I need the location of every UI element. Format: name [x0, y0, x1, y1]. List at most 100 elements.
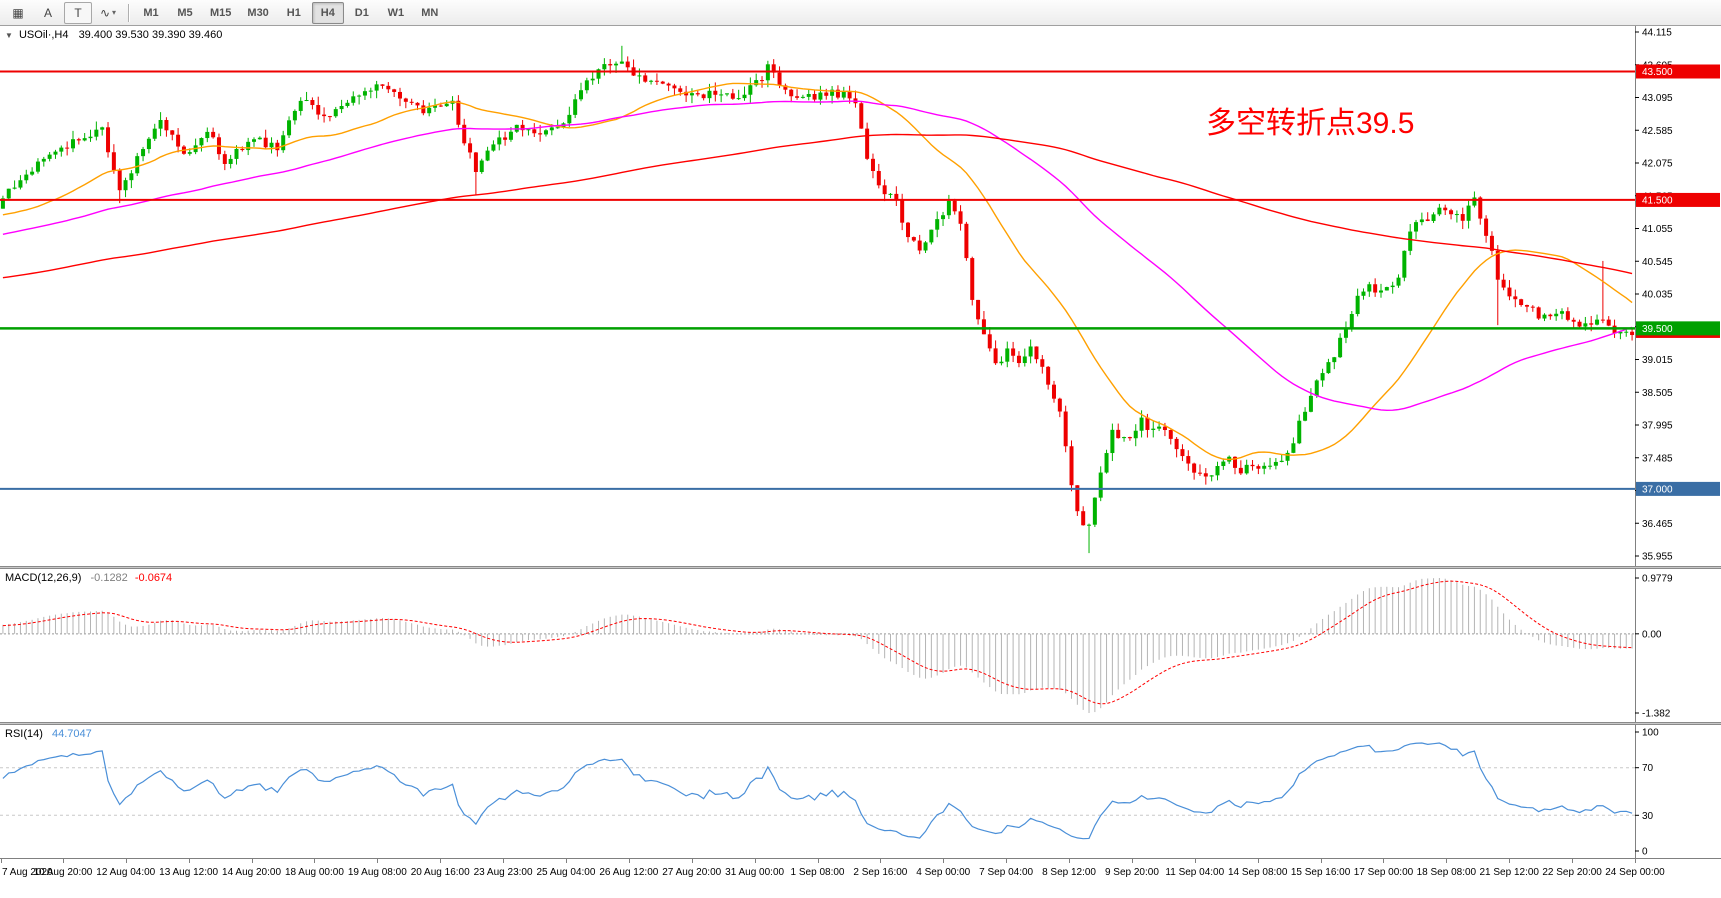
time-tick	[1320, 859, 1322, 863]
time-label: 13 Aug 12:00	[159, 867, 219, 878]
time-tick	[943, 859, 945, 863]
svg-text:41.500: 41.500	[1642, 195, 1673, 206]
toolbar-left-tools: ▦ A T ∿ ▾	[3, 1, 123, 24]
time-tick	[1257, 859, 1259, 863]
timeframe-w1[interactable]: W1	[387, 6, 405, 19]
svg-text:100: 100	[1642, 728, 1659, 739]
rsi-axis[interactable]: 100 70 30 0	[1635, 725, 1659, 858]
time-tick	[188, 859, 190, 863]
svg-text:36.465: 36.465	[1642, 519, 1673, 530]
svg-text:41.055: 41.055	[1642, 224, 1673, 235]
svg-text:42.075: 42.075	[1642, 159, 1673, 170]
time-tick	[754, 859, 756, 863]
time-tick	[251, 859, 253, 863]
time-tick	[314, 859, 316, 863]
indicators-menu-icon[interactable]: ∿ ▾	[99, 5, 117, 20]
price-chart-canvas[interactable]: 44.11543.60543.09542.58542.07541.56541.0…	[0, 26, 1721, 566]
toolbar: ▦ A T ∿ ▾ M1 M5 M15 M30 H1 H4 D1 W1 MN	[0, 0, 1721, 26]
svg-text:37.995: 37.995	[1642, 421, 1673, 432]
toolbar-separator	[128, 3, 129, 22]
candles	[0, 45, 1635, 554]
time-label: 23 Aug 23:00	[473, 867, 533, 878]
macd-panel[interactable]: MACD(12,26,9) -0.1282 -0.0674 0.9779 0.00…	[0, 569, 1721, 722]
ma-slow-line[interactable]	[2, 133, 1633, 279]
timeframe-m30[interactable]: M30	[247, 6, 269, 19]
time-tick	[1572, 859, 1574, 863]
text-annotation-tool[interactable]: A	[43, 5, 52, 20]
timeframe-m1[interactable]: M1	[143, 6, 159, 19]
horizontal-line-41.500[interactable]: 41.500	[0, 192, 1720, 207]
time-tick	[503, 859, 505, 863]
ma-fast-line[interactable]	[2, 82, 1633, 461]
timeframe-m5[interactable]: M5	[177, 6, 193, 19]
svg-text:0: 0	[1642, 847, 1648, 858]
svg-text:42.585: 42.585	[1642, 126, 1673, 137]
time-label: 21 Sep 12:00	[1479, 867, 1539, 878]
horizontal-line-43.500[interactable]: 43.500	[0, 64, 1720, 79]
svg-text:0.00: 0.00	[1642, 629, 1662, 640]
timeframe-mn[interactable]: MN	[421, 6, 439, 19]
macd-histogram	[2, 578, 1633, 713]
timeframe-h1[interactable]: H1	[286, 6, 301, 19]
main-chart-panel[interactable]: ▼ USOil·,H4 39.400 39.530 39.390 39.460 …	[0, 26, 1721, 566]
macd-axis[interactable]: 0.9779 0.00 -1.382	[1635, 569, 1673, 722]
time-axis[interactable]: 7 Aug 2020 10 Aug 20:00 12 Aug 04:00 13 Aug…	[0, 858, 1721, 898]
svg-text:0.9779: 0.9779	[1642, 574, 1673, 585]
time-label: 7 Aug 2020	[2, 867, 53, 878]
time-label: 9 Sep 20:00	[1104, 867, 1159, 878]
time-tick	[565, 859, 567, 863]
svg-text:-1.382: -1.382	[1642, 709, 1671, 720]
svg-text:39.015: 39.015	[1642, 355, 1673, 366]
time-label: 2 Sep 16:00	[853, 867, 908, 878]
timeframe-m15[interactable]: M15	[210, 6, 232, 19]
time-label: 19 Aug 08:00	[347, 867, 407, 878]
time-label: 22 Sep 20:00	[1542, 867, 1602, 878]
ma-medium-line[interactable]	[2, 100, 1633, 412]
time-tick	[1635, 859, 1636, 863]
time-label: 20 Aug 16:00	[410, 867, 470, 878]
time-tick	[1006, 859, 1008, 863]
time-label: 10 Aug 20:00	[33, 867, 93, 878]
horizontal-line-37.000[interactable]: 37.000	[0, 481, 1720, 496]
time-label: 15 Sep 16:00	[1290, 867, 1351, 878]
time-label: 27 Aug 20:00	[662, 867, 722, 878]
timeframe-d1[interactable]: D1	[354, 6, 369, 19]
panel-divider[interactable]	[0, 566, 1721, 569]
time-label: 18 Sep 08:00	[1416, 867, 1477, 878]
timeframe-toolbar: M1 M5 M15 M30 H1 H4 D1 W1 MN	[134, 1, 447, 24]
time-label: 8 Sep 12:00	[1042, 867, 1096, 878]
svg-text:39.500: 39.500	[1642, 324, 1673, 335]
time-label: 4 Sep 00:00	[916, 867, 971, 878]
time-tick	[1446, 859, 1448, 863]
time-label: 25 Aug 04:00	[536, 867, 596, 878]
time-label: 18 Aug 00:00	[284, 867, 344, 878]
time-tick	[880, 859, 882, 863]
rsi-panel[interactable]: RSI(14) 44.7047 100 70 30 0	[0, 725, 1721, 858]
annotation-text[interactable]: 多空转折点39.5	[1206, 107, 1415, 140]
text-box-tool[interactable]: T	[64, 1, 92, 24]
svg-text:40.545: 40.545	[1642, 257, 1673, 268]
collapse-chart-icon[interactable]: ▼	[5, 31, 13, 40]
svg-text:35.955: 35.955	[1642, 552, 1673, 563]
time-label: 24 Sep 00:00	[1605, 867, 1665, 878]
time-tick	[1, 859, 2, 863]
time-tick	[125, 859, 127, 863]
time-label: 14 Sep 08:00	[1227, 867, 1288, 878]
time-tick	[1194, 859, 1196, 863]
time-label: 26 Aug 12:00	[599, 867, 659, 878]
time-tick	[817, 859, 819, 863]
svg-text:70: 70	[1642, 763, 1654, 774]
time-label: 31 Aug 00:00	[725, 867, 785, 878]
rsi-canvas[interactable]: 100 70 30 0	[0, 725, 1721, 858]
panel-divider[interactable]	[0, 722, 1721, 725]
time-label: 12 Aug 04:00	[96, 867, 156, 878]
horizontal-line-39.500[interactable]: 39.500	[0, 321, 1720, 336]
timeframe-h4[interactable]: H4	[311, 1, 344, 24]
svg-text:43.095: 43.095	[1642, 93, 1673, 104]
time-label: 17 Sep 00:00	[1353, 867, 1414, 878]
charts-window-icon[interactable]: ▦	[12, 5, 24, 20]
time-label: 14 Aug 20:00	[222, 867, 282, 878]
macd-canvas[interactable]: 0.9779 0.00 -1.382	[0, 569, 1721, 722]
svg-text:30: 30	[1642, 811, 1654, 822]
